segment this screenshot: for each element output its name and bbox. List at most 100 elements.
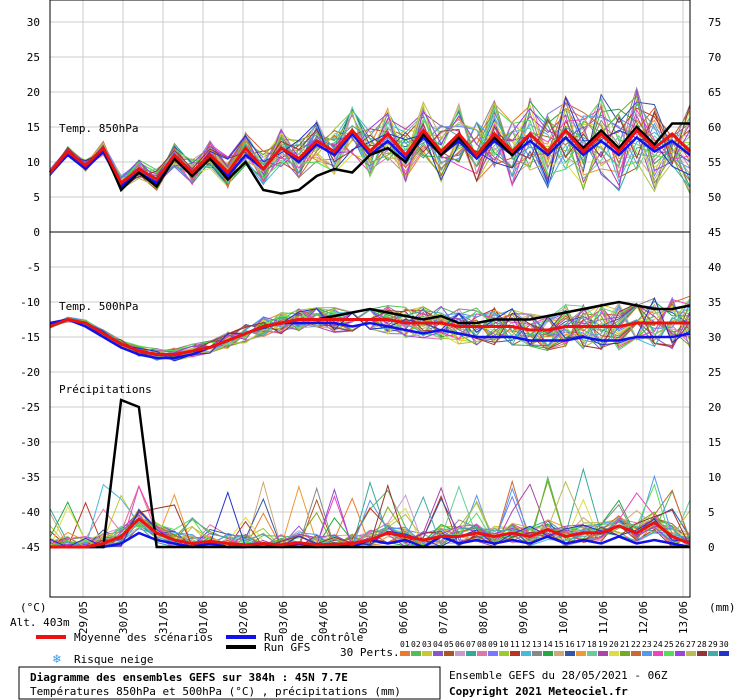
pert-swatch xyxy=(466,651,476,656)
t850-tick-label: 0 xyxy=(33,226,40,239)
footer-ensemble: Ensemble GEFS du 28/05/2021 - 06Z xyxy=(449,669,668,682)
series-precip-line xyxy=(50,398,690,549)
pert-t850-line xyxy=(49,102,691,190)
legend-snow-label: Risque neige xyxy=(74,653,153,666)
pert-number: 04 xyxy=(433,640,443,649)
date-tick-label: 06/06 xyxy=(397,601,410,634)
t500-tick-label: -20 xyxy=(20,366,40,379)
series-layer xyxy=(48,86,692,549)
pert-t850-line xyxy=(49,104,691,184)
pert-swatch xyxy=(719,651,729,656)
footer-copyright: Copyright 2021 Meteociel.fr xyxy=(449,685,628,698)
date-tick-label: 30/05 xyxy=(117,601,130,634)
t850-tick-label: 10 xyxy=(27,156,40,169)
pert-number: 18 xyxy=(587,640,597,649)
series-t850-line xyxy=(48,128,692,186)
pert-swatch xyxy=(433,651,443,656)
pert-number: 10 xyxy=(499,640,509,649)
pert-swatch xyxy=(532,651,542,656)
pert-t850-line xyxy=(49,99,691,185)
footer-title-box xyxy=(18,666,441,700)
perturbation-legend: 01 02 03 04 05 06 07 08 09 10 11 12 13 14 15 16 17 18 19 20… xyxy=(400,640,729,656)
t500-tick-label: -40 xyxy=(20,506,40,519)
date-tick-label: 04/06 xyxy=(317,601,330,634)
t850-tick-label: 25 xyxy=(27,51,40,64)
left-axis-unit: (°C) xyxy=(20,601,47,614)
series-t850-line xyxy=(49,122,690,195)
legend-gfs-label: Run GFS xyxy=(264,641,310,654)
t850-right-tick-label: 65 xyxy=(708,86,721,99)
date-tick-label: 07/06 xyxy=(437,601,450,634)
snowflake-icon: ❄ xyxy=(52,652,61,667)
pert-swatch xyxy=(686,651,696,656)
pert-swatch xyxy=(455,651,465,656)
pert-number: 05 xyxy=(444,640,454,649)
precip-tick-label: 15 xyxy=(708,436,721,449)
pert-number: 27 xyxy=(686,640,696,649)
pert-swatch xyxy=(400,651,410,656)
pert-swatch xyxy=(543,651,553,656)
pert-number: 26 xyxy=(675,640,685,649)
pert-number: 22 xyxy=(631,640,641,649)
t850-tick-label: 30 xyxy=(27,16,40,29)
pert-number: 15 xyxy=(554,640,564,649)
precip-tick-label: 35 xyxy=(708,296,721,309)
legend-control-label: Run de contrôle xyxy=(264,631,363,644)
pert-t850-line xyxy=(49,95,691,194)
pert-swatch xyxy=(488,651,498,656)
precip-tick-label: 30 xyxy=(708,331,721,344)
date-tick-label: 09/06 xyxy=(517,601,530,634)
pert-number: 07 xyxy=(466,640,476,649)
t850-right-tick-label: 70 xyxy=(708,51,721,64)
t850-tick-label: 5 xyxy=(33,191,40,204)
pert-number: 12 xyxy=(521,640,531,649)
t500-label: Temp. 500hPa xyxy=(59,300,138,313)
date-tick-label: 29/05 xyxy=(77,601,90,634)
pert-swatch xyxy=(697,651,707,656)
precip-tick-label: 25 xyxy=(708,366,721,379)
legend-mean-label: Moyenne des scénarios xyxy=(74,631,213,644)
pert-swatch xyxy=(631,651,641,656)
pert-number: 13 xyxy=(532,640,542,649)
pert-number: 20 xyxy=(609,640,619,649)
pert-swatch xyxy=(444,651,454,656)
pert-number: 28 xyxy=(697,640,707,649)
precip-tick-label: 40 xyxy=(708,261,721,274)
precip-tick-label: 0 xyxy=(708,541,715,554)
pert-number: 03 xyxy=(422,640,432,649)
date-tick-label: 12/06 xyxy=(637,601,650,634)
axis-ticks: 302520151050757065605550-5-10-15-20-25-3… xyxy=(20,16,721,554)
pert-number: 29 xyxy=(708,640,718,649)
pert-swatch xyxy=(499,651,509,656)
altitude-label: Alt. 403m xyxy=(10,616,70,629)
t850-right-tick-label: 75 xyxy=(708,16,721,29)
t850-label: Temp. 850hPa xyxy=(59,122,138,135)
series-t500-line xyxy=(49,318,691,360)
pert-swatch xyxy=(708,651,718,656)
date-tick-label: 01/06 xyxy=(197,601,210,634)
pert-swatch xyxy=(620,651,630,656)
footer-title: Diagramme des ensembles GEFS sur 384h : … xyxy=(30,671,348,684)
pert-swatch xyxy=(554,651,564,656)
pert-number: 19 xyxy=(598,640,608,649)
pert-number: 25 xyxy=(664,640,674,649)
lower-panel-frame xyxy=(49,231,691,598)
pert-number: 17 xyxy=(576,640,586,649)
date-tick-label: 05/06 xyxy=(357,601,370,634)
date-tick-label: 02/06 xyxy=(237,601,250,634)
t500-tick-label: -45 xyxy=(20,541,40,554)
t850-right-tick-label: 50 xyxy=(708,191,721,204)
pert-swatch xyxy=(521,651,531,656)
pert-swatch xyxy=(422,651,432,656)
pert-swatch xyxy=(587,651,597,656)
pert-swatch xyxy=(411,651,421,656)
pert-swatch xyxy=(576,651,586,656)
pert-number: 08 xyxy=(477,640,487,649)
pert-number: 01 xyxy=(400,640,410,649)
precip-label: Précipitations xyxy=(59,383,152,396)
pert-swatch xyxy=(642,651,652,656)
pert-number: 21 xyxy=(620,640,630,649)
pert-swatch xyxy=(510,651,520,656)
pert-number: 14 xyxy=(543,640,553,649)
t850-tick-label: 15 xyxy=(27,121,40,134)
